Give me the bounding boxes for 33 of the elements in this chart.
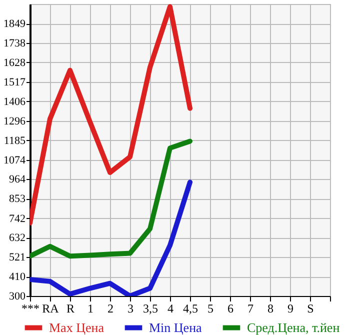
y-tick-label: 853: [9, 193, 26, 206]
x-tick-label: 4,5: [183, 302, 198, 316]
x-tick-label: 9: [288, 302, 294, 316]
x-tick-label: 5: [208, 302, 214, 316]
x-tick-label: 4: [168, 302, 174, 316]
y-tick-label: 1628: [4, 56, 26, 69]
x-tick-label: S: [307, 302, 314, 316]
y-tick-label: 521: [9, 252, 26, 264]
x-tick-label: 6: [228, 302, 234, 316]
y-tick-label: 1074: [4, 154, 26, 166]
x-tick-label: 8: [268, 302, 274, 316]
x-tick-label: 3,5: [143, 302, 158, 316]
x-tick-label: RA: [42, 302, 60, 316]
y-tick-label: 300: [9, 290, 26, 302]
x-tick-label: R: [66, 302, 75, 316]
legend-label: Min Цена: [149, 320, 202, 335]
y-tick-label: 964: [9, 174, 26, 186]
x-tick-label: ***: [22, 302, 40, 316]
y-tick-label: 632: [9, 232, 26, 244]
y-tick-label: 410: [9, 271, 26, 284]
y-tick-label: 1517: [4, 76, 26, 88]
x-tick-label: 7: [248, 302, 254, 316]
y-tick-label: 1185: [4, 134, 26, 147]
legend-label: Max Цена: [49, 320, 104, 335]
y-tick-label: 1296: [4, 115, 26, 128]
legend-label: Сред.Цена, т.йен: [247, 320, 340, 335]
y-tick-label: 1406: [4, 96, 26, 108]
x-tick-label: 2: [108, 302, 114, 316]
x-tick-label: 3: [128, 302, 134, 316]
x-tick-label: 1: [88, 302, 94, 316]
y-tick-label: 1738: [4, 38, 26, 50]
y-tick-label: 742: [9, 212, 26, 225]
y-tick-label: 1849: [4, 18, 26, 30]
